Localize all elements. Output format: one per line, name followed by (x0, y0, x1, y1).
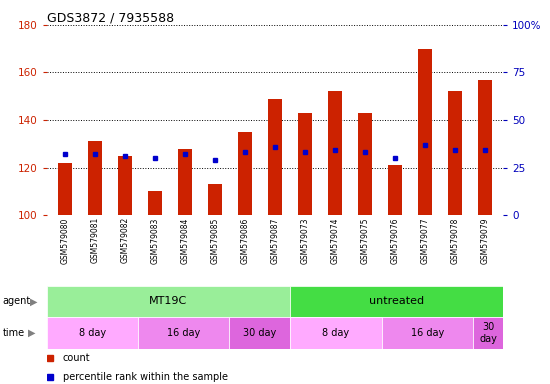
Text: GSM579085: GSM579085 (211, 217, 219, 263)
Bar (238, 132, 252, 215)
Text: 30
day: 30 day (479, 322, 497, 344)
Text: GSM579077: GSM579077 (421, 217, 430, 264)
Bar (473, 317, 503, 349)
Bar (382, 317, 473, 349)
Bar (47, 317, 138, 349)
Text: ▶: ▶ (28, 328, 35, 338)
Bar (268, 99, 282, 215)
Text: GSM579073: GSM579073 (300, 217, 310, 264)
Bar (290, 286, 503, 317)
Text: GSM579083: GSM579083 (150, 217, 159, 263)
Text: GSM579075: GSM579075 (361, 217, 370, 264)
Bar (88, 141, 102, 215)
Text: GSM579079: GSM579079 (481, 217, 490, 264)
Text: GSM579086: GSM579086 (240, 217, 250, 263)
Text: 16 day: 16 day (410, 328, 444, 338)
Text: GSM579080: GSM579080 (60, 217, 69, 263)
Bar (359, 113, 372, 215)
Text: GSM579076: GSM579076 (390, 217, 400, 264)
Bar (208, 184, 222, 215)
Text: 8 day: 8 day (322, 328, 349, 338)
Bar (328, 91, 342, 215)
Bar (178, 149, 191, 215)
Text: GSM579084: GSM579084 (180, 217, 189, 263)
Text: percentile rank within the sample: percentile rank within the sample (63, 372, 228, 382)
Text: 30 day: 30 day (243, 328, 277, 338)
Bar (478, 79, 492, 215)
Text: MT19C: MT19C (150, 296, 188, 306)
Bar (58, 163, 72, 215)
Bar (229, 317, 290, 349)
Text: GSM579087: GSM579087 (271, 217, 279, 263)
Bar (290, 317, 382, 349)
Text: GSM579082: GSM579082 (120, 217, 129, 263)
Text: count: count (63, 353, 90, 363)
Bar (388, 165, 402, 215)
Bar (47, 286, 290, 317)
Bar (148, 191, 162, 215)
Text: ▶: ▶ (30, 296, 38, 306)
Bar (118, 156, 131, 215)
Text: untreated: untreated (369, 296, 424, 306)
Text: GDS3872 / 7935588: GDS3872 / 7935588 (47, 12, 174, 25)
Text: 8 day: 8 day (79, 328, 106, 338)
Text: agent: agent (3, 296, 31, 306)
Text: GSM579074: GSM579074 (331, 217, 339, 264)
Text: GSM579081: GSM579081 (90, 217, 100, 263)
Bar (138, 317, 229, 349)
Bar (419, 49, 432, 215)
Text: 16 day: 16 day (167, 328, 200, 338)
Text: time: time (3, 328, 25, 338)
Text: GSM579078: GSM579078 (450, 217, 460, 263)
Bar (298, 113, 312, 215)
Bar (448, 91, 462, 215)
